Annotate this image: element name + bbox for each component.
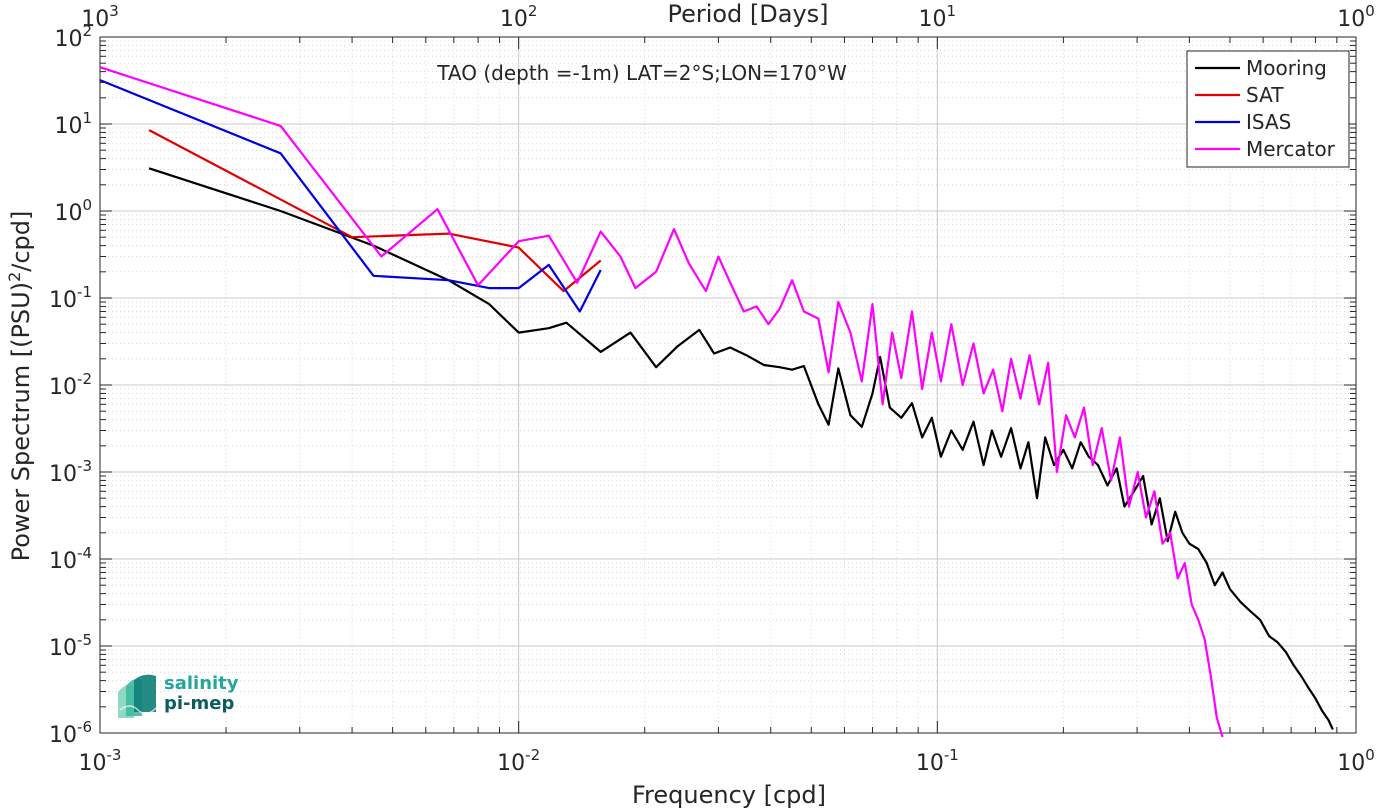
series-line-isas <box>99 79 602 313</box>
top-tick-label-exp: 2 <box>528 2 538 20</box>
top-tick-label: 100 <box>1337 2 1375 32</box>
x-tick-label: 10-3 <box>79 746 122 776</box>
y-tick-label-exp: -1 <box>77 283 92 301</box>
top-tick-label-exp: 1 <box>947 2 957 20</box>
y-tick-label-base: 10 <box>49 462 77 487</box>
y-tick-label-exp: -6 <box>77 718 92 736</box>
y-tick-label: 101 <box>54 109 92 139</box>
y-tick-label-base: 10 <box>49 288 77 313</box>
series-line-sat <box>148 129 602 293</box>
y-tick-label-exp: 2 <box>82 22 92 40</box>
y-tick-label: 10-5 <box>49 631 92 661</box>
x-tick-label-base: 10 <box>916 751 944 776</box>
y-tick-label-base: 10 <box>49 375 77 400</box>
wave-logo-icon <box>118 674 157 718</box>
y-tick-label-exp: -5 <box>77 631 92 649</box>
top-tick-label: 103 <box>81 2 119 32</box>
y-tick-label: 100 <box>54 196 92 226</box>
series-layer <box>99 66 1334 738</box>
top-tick-label-exp: 0 <box>1365 2 1375 20</box>
y-tick-label-exp: -2 <box>77 370 92 388</box>
y-tick-label-exp: -4 <box>77 544 92 562</box>
y-tick-label-exp: 0 <box>82 196 92 214</box>
x-tick-label: 100 <box>1337 746 1375 776</box>
y-axis-title-main: Power Spectrum [(PSU) <box>7 282 35 561</box>
y-tick-label-base: 10 <box>49 723 77 748</box>
y-tick-label-base: 10 <box>54 114 82 139</box>
grid <box>99 36 1357 734</box>
top-axis-title: Period [Days] <box>667 0 828 28</box>
logo-line-1: salinity <box>164 673 239 694</box>
series-line-mooring <box>148 167 1334 730</box>
legend: Mooring SAT ISAS Mercator <box>1186 50 1350 168</box>
y-tick-label-exp: 1 <box>82 109 92 127</box>
y-tick-label: 10-1 <box>49 283 92 313</box>
x-tick-label: 10-2 <box>497 746 540 776</box>
y-axis-title-tail: /cpd] <box>7 211 35 272</box>
top-tick-label-base: 10 <box>81 7 109 32</box>
logo-line-2: pi-mep <box>164 693 235 714</box>
y-tick-label-base: 10 <box>49 636 77 661</box>
x-tick-label-exp: -2 <box>525 746 540 764</box>
y-tick-label: 10-6 <box>49 718 92 748</box>
x-tick-label: 10-1 <box>916 746 959 776</box>
tick-marks <box>99 36 1357 734</box>
legend-label-mercator: Mercator <box>1246 137 1336 161</box>
y-tick-label-base: 10 <box>49 549 77 574</box>
x-tick-label-base: 10 <box>1337 751 1365 776</box>
x-tick-label-base: 10 <box>79 751 107 776</box>
y-tick-label: 10-2 <box>49 370 92 400</box>
legend-label-isas: ISAS <box>1246 110 1291 134</box>
series-line-mercator <box>99 66 1224 738</box>
legend-box <box>1186 50 1350 168</box>
top-tick-label-base: 10 <box>1337 7 1365 32</box>
legend-label-mooring: Mooring <box>1246 56 1327 80</box>
x-tick-label-base: 10 <box>497 751 525 776</box>
chart-title: TAO (depth =-1m) LAT=2°S;LON=170°W <box>436 61 847 85</box>
x-tick-label-exp: -1 <box>944 746 959 764</box>
x-tick-label-exp: 0 <box>1365 746 1375 764</box>
top-tick-label-exp: 3 <box>109 2 119 20</box>
x-tick-label-exp: -3 <box>107 746 122 764</box>
x-axis-title: Frequency [cpd] <box>632 781 826 809</box>
y-tick-label-base: 10 <box>54 27 82 52</box>
y-tick-label-base: 10 <box>54 201 82 226</box>
salinity-pi-mep-logo: salinity pi-mep <box>116 672 256 722</box>
y-tick-label: 10-4 <box>49 544 92 574</box>
y-tick-label: 102 <box>54 22 92 52</box>
top-tick-label-base: 10 <box>500 7 528 32</box>
y-axis-title: Power Spectrum [(PSU)2/cpd] <box>5 211 35 562</box>
legend-label-sat: SAT <box>1246 83 1284 107</box>
y-axis-title-sup: 2 <box>5 272 24 282</box>
y-tick-label-exp: -3 <box>77 457 92 475</box>
top-tick-label-base: 10 <box>919 7 947 32</box>
top-tick-label: 102 <box>500 2 538 32</box>
top-tick-label: 101 <box>919 2 957 32</box>
y-tick-label: 10-3 <box>49 457 92 487</box>
